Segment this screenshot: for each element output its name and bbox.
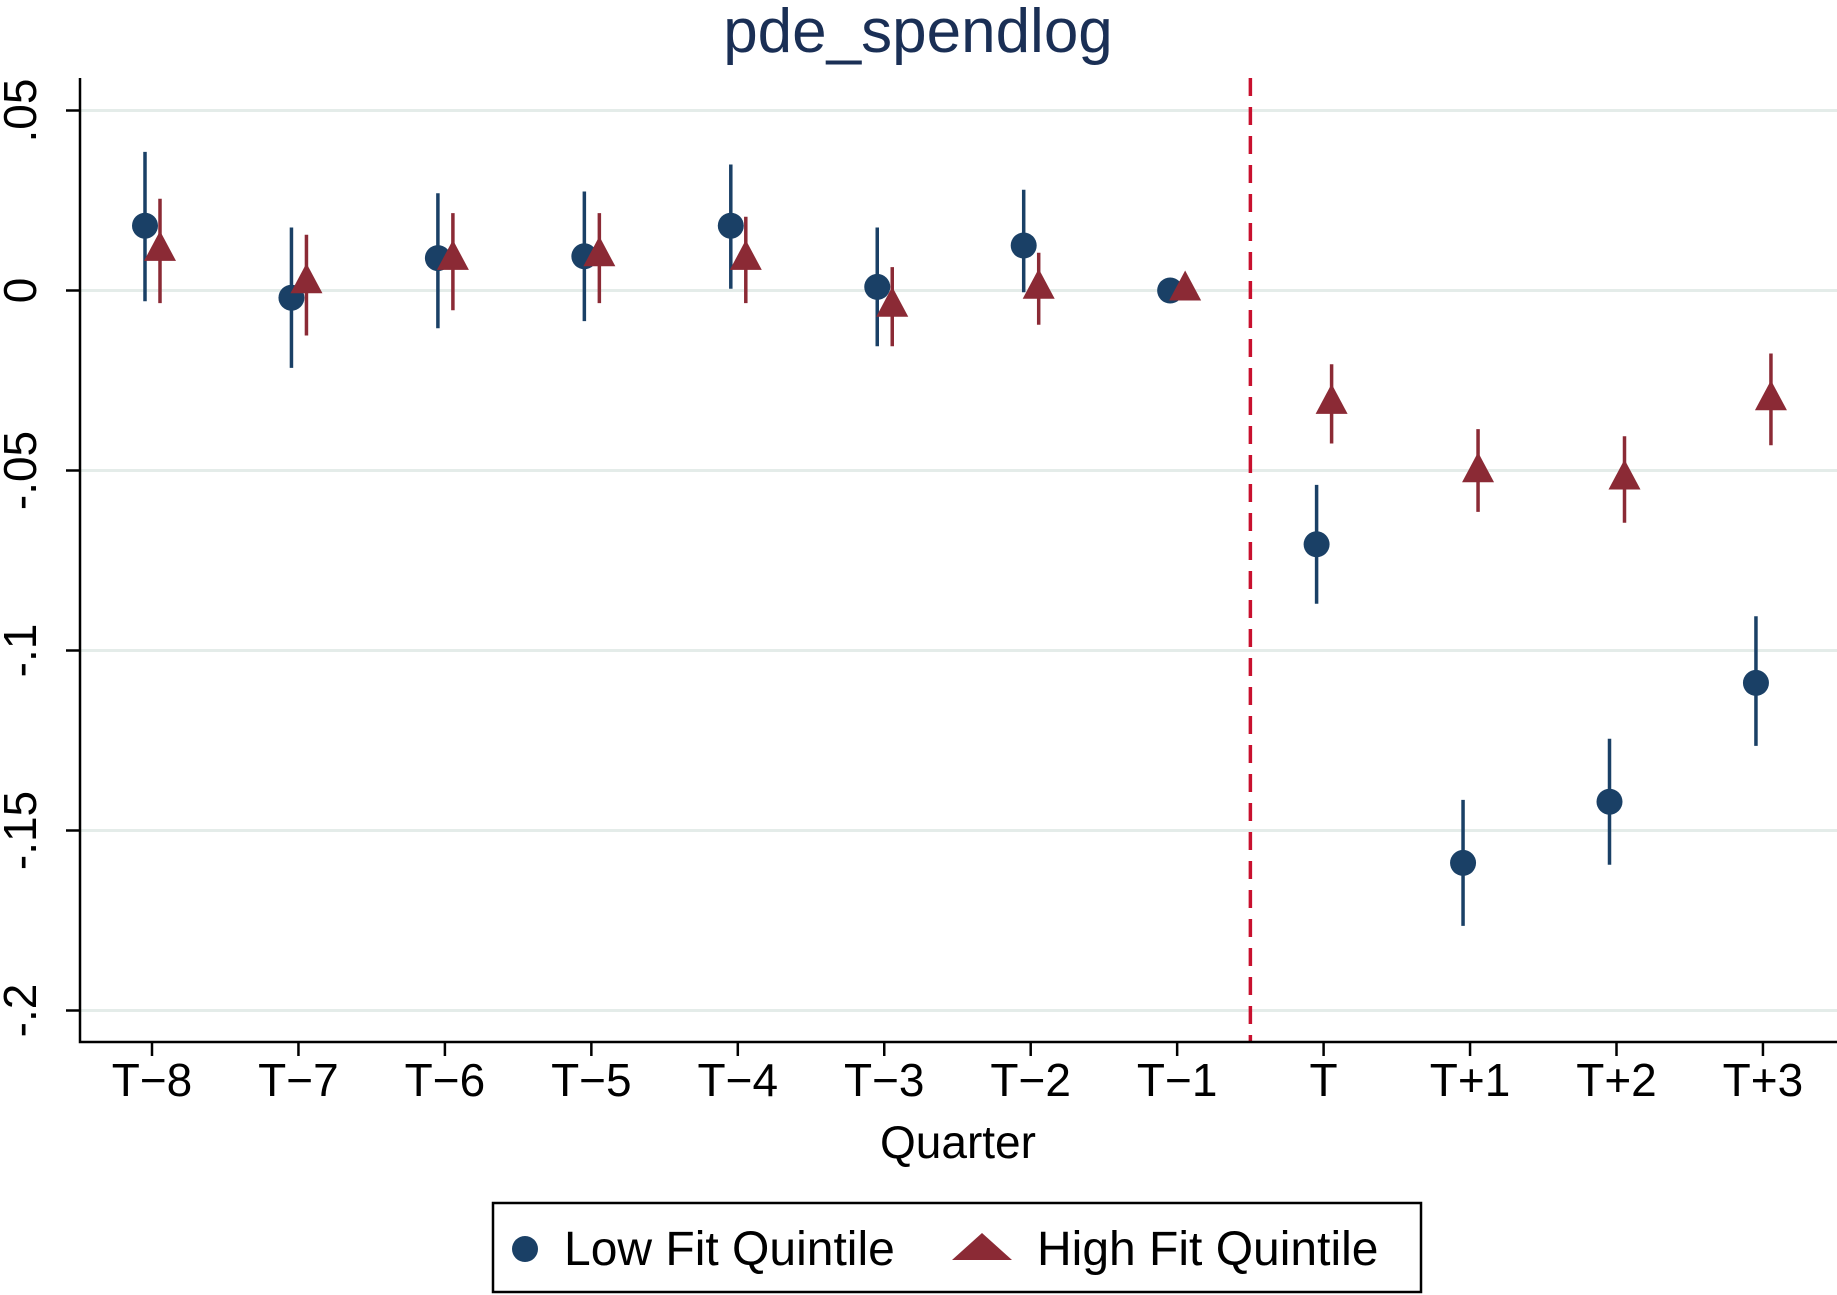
data-point (1303, 531, 1330, 558)
x-tick-label: T+2 (1576, 1054, 1657, 1106)
legend-marker-high-fit (952, 1233, 1012, 1260)
x-axis-title: Quarter (880, 1116, 1036, 1168)
y-tick-label: -.2 (0, 984, 46, 1038)
data-point (144, 230, 176, 261)
x-tick-label: T−2 (990, 1054, 1071, 1106)
data-point (1450, 849, 1477, 876)
axes (78, 78, 1837, 1044)
x-tick-label: T (1310, 1054, 1338, 1106)
data-point (864, 273, 891, 300)
x-tick-label: T−6 (405, 1054, 486, 1106)
legend: Low Fit Quintile High Fit Quintile (491, 1201, 1423, 1294)
y-tick-label: -.05 (0, 431, 46, 510)
data-point (1742, 669, 1769, 696)
data-point (1169, 270, 1202, 301)
data-point (583, 236, 616, 267)
x-tick-label: T−1 (1137, 1054, 1218, 1106)
legend-label-high-fit: High Fit Quintile (1037, 1223, 1378, 1276)
legend-box (491, 1201, 1423, 1294)
data-point (1315, 383, 1348, 414)
data-point (729, 239, 762, 270)
x-tick-label: T−8 (112, 1054, 193, 1106)
legend-label-low-fit: Low Fit Quintile (564, 1223, 895, 1276)
data-point (290, 263, 323, 294)
data-point (1010, 232, 1037, 259)
x-tick-label: T+1 (1430, 1054, 1511, 1106)
y-tick-label: .05 (0, 79, 46, 143)
data-point (1754, 380, 1787, 411)
series-high-fit (144, 198, 1787, 523)
x-axis-ticks: T−8 T−7 T−6 T−5 T−4 T−3 T−2 T−1 T T+1 T+2 T+3 (112, 1042, 1803, 1106)
x-tick-label: T−4 (698, 1054, 779, 1106)
data-point (876, 286, 909, 317)
legend-marker-low-fit (512, 1236, 538, 1262)
y-axis-ticks: .05 0 -.05 -.1 -.15 -.2 (0, 79, 80, 1038)
chart-title: pde_spendlog (723, 0, 1113, 66)
y-tick-label: -.15 (0, 791, 46, 870)
data-point (1022, 268, 1055, 299)
plot-frame-left-bottom (78, 78, 1837, 1044)
grid-lines (80, 109, 1837, 1012)
series-low-fit (132, 151, 1769, 926)
data-point (1462, 452, 1495, 483)
x-tick-label: T−5 (551, 1054, 632, 1106)
y-tick-label: 0 (0, 278, 46, 304)
data-point (436, 239, 469, 270)
data-point (132, 212, 158, 239)
data-point (1596, 788, 1623, 815)
x-tick-label: T−7 (258, 1054, 339, 1106)
x-tick-label: T+3 (1723, 1054, 1804, 1106)
x-tick-label: T−3 (844, 1054, 925, 1106)
data-point (1608, 459, 1641, 490)
y-tick-label: -.1 (0, 624, 46, 678)
data-series (132, 151, 1787, 926)
data-point (717, 212, 744, 239)
